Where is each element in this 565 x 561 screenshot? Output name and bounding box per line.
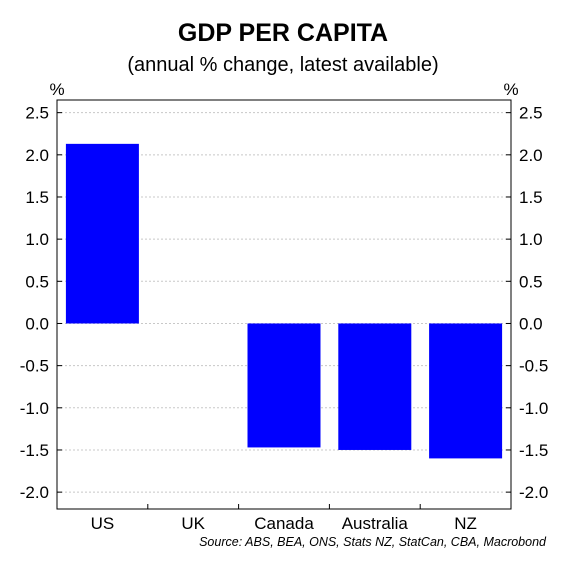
- x-category-label: US: [91, 514, 115, 533]
- y-axis-unit-right: %: [503, 80, 518, 99]
- y-tick-label-left: -0.5: [20, 357, 49, 376]
- y-tick-label-right: 1.0: [519, 230, 543, 249]
- bar-us: [65, 143, 139, 324]
- chart-title: GDP PER CAPITA: [178, 19, 388, 47]
- axis-ticks: [57, 112, 511, 509]
- chart-subtitle: (annual % change, latest available): [127, 54, 438, 76]
- y-tick-label-left: 0.5: [25, 272, 49, 291]
- y-tick-label-left: 1.0: [25, 230, 49, 249]
- x-category-label: Australia: [342, 514, 409, 533]
- y-tick-label-left: 1.5: [25, 188, 49, 207]
- source-note: Source: ABS, BEA, ONS, Stats NZ, StatCan…: [199, 535, 547, 549]
- y-tick-label-right: 1.5: [519, 188, 543, 207]
- y-tick-label-right: -0.5: [519, 357, 548, 376]
- y-tick-label-right: -1.5: [519, 441, 548, 460]
- bars: [65, 143, 503, 459]
- x-category-label: UK: [181, 514, 205, 533]
- bar-australia: [338, 323, 412, 450]
- plot-frame: [56, 99, 512, 510]
- y-tick-label-left: -2.0: [20, 483, 49, 502]
- axis-labels: 2.5 2.5 2.0 2.0 1.5 1.5 1.0 1.0 0.5 0.5 0.0 0.0 -0.5…: [20, 104, 549, 533]
- y-tick-label-right: 2.5: [519, 104, 543, 123]
- y-tick-label-right: 0.5: [519, 272, 543, 291]
- y-tick-label-left: 2.5: [25, 104, 49, 123]
- bar-nz: [429, 323, 503, 459]
- y-tick-label-left: 0.0: [25, 314, 49, 333]
- x-category-label: Canada: [254, 514, 314, 533]
- y-tick-label-right: 2.0: [519, 146, 543, 165]
- y-axis-unit-left: %: [49, 80, 64, 99]
- y-tick-label-right: -1.0: [519, 399, 548, 418]
- bar-canada: [247, 323, 321, 448]
- y-tick-label-left: -1.0: [20, 399, 49, 418]
- y-tick-label-left: 2.0: [25, 146, 49, 165]
- y-tick-label-right: 0.0: [519, 314, 543, 333]
- x-category-label: NZ: [454, 514, 477, 533]
- y-tick-label-right: -2.0: [519, 483, 548, 502]
- y-tick-label-left: -1.5: [20, 441, 49, 460]
